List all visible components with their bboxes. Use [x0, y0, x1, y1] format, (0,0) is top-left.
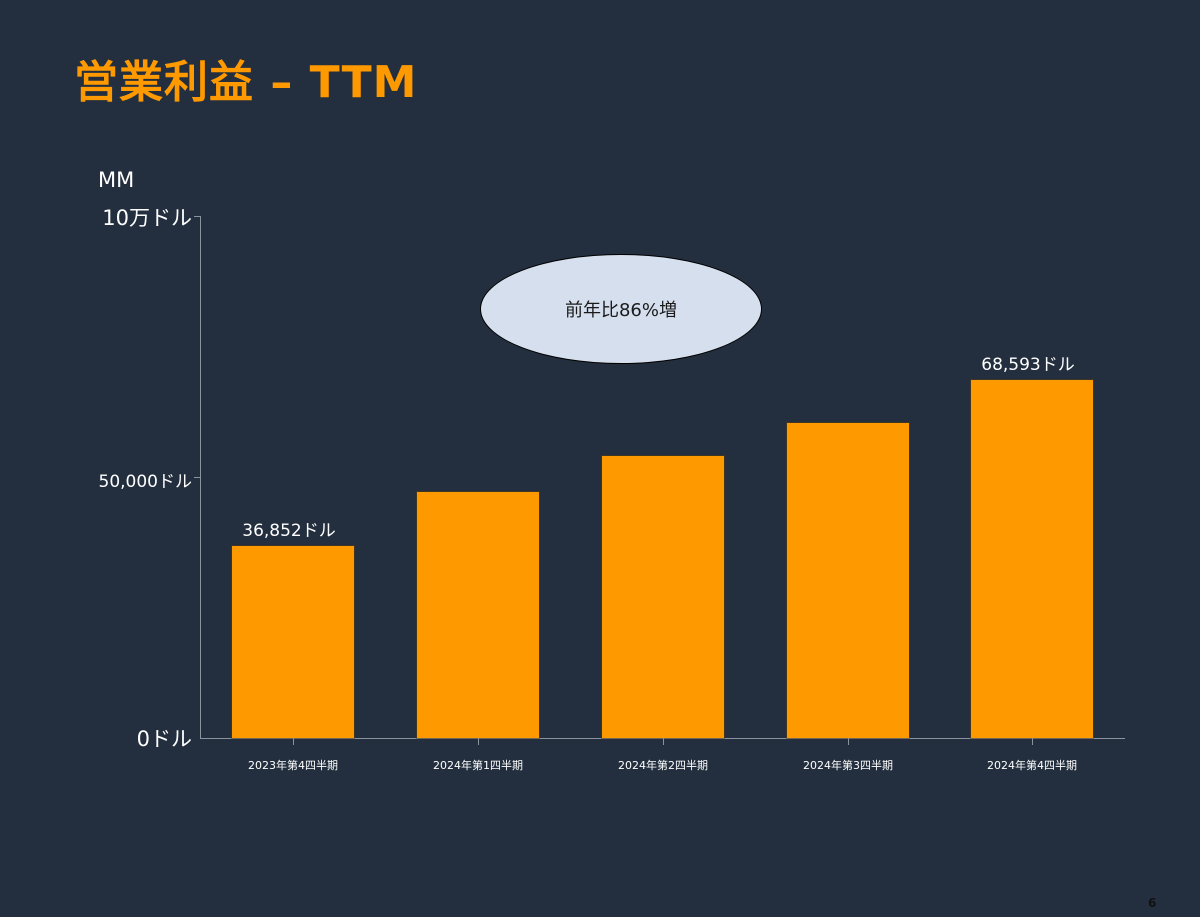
x-tickmark: [848, 738, 849, 745]
bar: [602, 456, 724, 738]
y-tickmark: [194, 477, 201, 478]
x-tickmark: [293, 738, 294, 745]
x-tick-label: 2023年第4四半期: [248, 759, 338, 772]
x-tick-label: 2024年第1四半期: [433, 759, 523, 772]
y-tick-label-max: 10万ドル: [102, 206, 192, 230]
bar-value-label: 68,593ドル: [981, 354, 1075, 375]
bar-value-label: 36,852ドル: [242, 520, 336, 541]
x-tickmark: [1032, 738, 1033, 745]
y-tick-label-zero: 0ドル: [136, 727, 192, 751]
y-axis-unit: MM: [98, 168, 135, 192]
bar: [232, 545, 354, 738]
bar: [787, 423, 909, 738]
bar: [971, 379, 1093, 738]
x-axis: [200, 738, 1125, 739]
x-tick-label: 2024年第3四半期: [803, 759, 893, 772]
x-tickmark: [478, 738, 479, 745]
x-tick-label: 2024年第2四半期: [618, 759, 708, 772]
x-tick-label: 2024年第4四半期: [987, 759, 1077, 772]
yoy-callout: 前年比86%増: [480, 254, 762, 364]
page-number: 6: [1148, 896, 1157, 910]
y-tickmark: [194, 216, 201, 217]
y-tick-label-mid: 50,000ドル: [98, 472, 192, 492]
x-tickmark: [663, 738, 664, 745]
callout-text: 前年比86%増: [564, 300, 677, 321]
slide-title: 営業利益 – TTM: [74, 57, 418, 108]
bar: [417, 492, 539, 738]
